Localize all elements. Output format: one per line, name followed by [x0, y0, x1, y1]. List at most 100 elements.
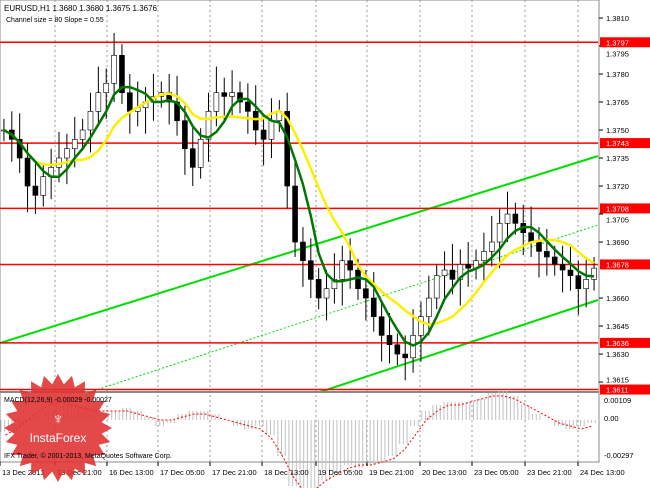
candle-body	[536, 241, 542, 252]
candle-body	[24, 157, 31, 187]
y-tick-label: 1.3705	[606, 215, 629, 224]
candle-body	[481, 251, 487, 262]
y-tick-label: 1.3690	[606, 238, 629, 247]
candle-body	[402, 353, 409, 359]
candle-body	[559, 264, 566, 271]
candle-body	[16, 139, 23, 159]
y-tick-label: 1.3750	[606, 126, 629, 135]
logo-icon: ♆	[52, 411, 64, 428]
candle-body	[32, 185, 39, 196]
level-label: 1.3743	[606, 139, 629, 148]
candle-body	[528, 232, 534, 243]
candle-body	[465, 264, 471, 269]
candle-body	[449, 269, 456, 280]
level-label: 1.3678	[606, 260, 629, 269]
logo-text: InstaForex	[30, 431, 87, 445]
y-tick-label: 1.3660	[606, 294, 629, 303]
level-tag	[600, 37, 650, 48]
macd-signal-line	[5, 395, 593, 488]
level-label: 1.3708	[606, 204, 629, 213]
level-tag	[600, 384, 650, 395]
x-tick-label: 13 Dec 21:00	[57, 468, 102, 477]
candle-body	[496, 223, 503, 243]
x-tick-label: 19 Dec 05:00	[318, 468, 363, 477]
candle-body	[284, 111, 290, 187]
y-tick-label: 1.3720	[606, 182, 629, 191]
x-tick-label: 20 Dec 13:00	[422, 468, 467, 477]
macd-tick-label: 0.00109	[604, 396, 631, 405]
candle-body	[292, 185, 298, 243]
candle-body	[182, 120, 188, 149]
candle-body	[544, 251, 550, 258]
candle-body	[488, 241, 495, 252]
y-tick-label: 1.3780	[606, 70, 629, 79]
candle-body	[433, 275, 440, 299]
candle-body	[504, 213, 511, 224]
x-tick-label: 24 Dec 13:00	[580, 468, 625, 477]
candle-body	[252, 111, 259, 131]
macd-tick-label: 0.00	[604, 414, 619, 423]
candle-body	[213, 92, 220, 112]
copyright: IFX Trader, © 2001-2013, MetaQuotes Soft…	[4, 452, 172, 460]
channel-lower	[319, 299, 599, 393]
candle-body	[197, 139, 204, 168]
x-tick-label: 19 Dec 21:00	[369, 468, 414, 477]
candle-body	[221, 92, 228, 97]
level-tag	[600, 138, 650, 149]
candle-body	[205, 111, 212, 140]
logo-starburst	[4, 374, 112, 482]
instaforex-logo: InstaForex ♆	[4, 374, 112, 482]
candle-body	[189, 148, 196, 168]
candle-body	[591, 267, 597, 280]
candle-body	[386, 335, 393, 346]
candle-body	[308, 260, 314, 280]
level-tag	[600, 203, 650, 214]
candle-body	[370, 297, 377, 318]
candle-body	[237, 92, 243, 103]
x-tick-label: 17 Dec 21:00	[212, 468, 257, 477]
candle-body	[512, 213, 519, 224]
x-tick-label: 16 Dec 13:00	[109, 468, 154, 477]
y-tick-label: 1.3645	[606, 322, 629, 331]
candle-body	[260, 129, 267, 140]
moving-averages	[3, 85, 595, 347]
candle-body	[315, 279, 322, 299]
candle-body	[40, 176, 47, 196]
candle-body	[64, 148, 70, 159]
channel-info: Channel size = 80 Slope = 0.55	[6, 17, 104, 24]
level-label: 1.3611	[606, 386, 628, 395]
candle-body	[583, 279, 589, 290]
candle-body	[87, 111, 94, 131]
time-axis: 13 Dec 2013 13 Dec 21:00 16 Dec 13:00 17 De…	[0, 462, 625, 477]
candle-body	[339, 260, 346, 280]
candle-body	[323, 288, 330, 299]
candle-body	[426, 297, 432, 318]
y-tick-label: 1.3615	[606, 376, 629, 385]
ma-slow	[3, 92, 595, 326]
price-axis: 1.3810 1.3795 1.3780 1.3765 1.3750 1.3735 1.37…	[599, 14, 634, 460]
x-tick-label: 18 Dec 13:00	[264, 468, 309, 477]
channel-mid	[89, 224, 599, 393]
candle-body	[79, 129, 86, 140]
ma-fast	[3, 85, 595, 347]
candle-body	[418, 316, 424, 336]
y-tick-label: 1.3810	[606, 14, 629, 23]
x-tick-label: 17 Dec 05:00	[160, 468, 205, 477]
candle-body	[567, 269, 574, 276]
y-tick-label: 1.3765	[606, 98, 629, 107]
level-tag	[600, 259, 650, 270]
candle-body	[71, 139, 78, 149]
candle-body	[363, 288, 369, 299]
candle-body	[551, 256, 558, 265]
macd-tick-label: -0.00297	[604, 451, 634, 460]
x-tick-label: 23 Dec 05:00	[474, 468, 519, 477]
y-tick-label: 1.3795	[606, 49, 629, 58]
candle-body	[575, 275, 582, 290]
channel-lines	[0, 155, 599, 393]
y-tick-label: 1.3630	[606, 350, 629, 359]
candle-body	[95, 92, 102, 112]
candle-body	[347, 260, 353, 271]
candle-body	[103, 83, 110, 93]
